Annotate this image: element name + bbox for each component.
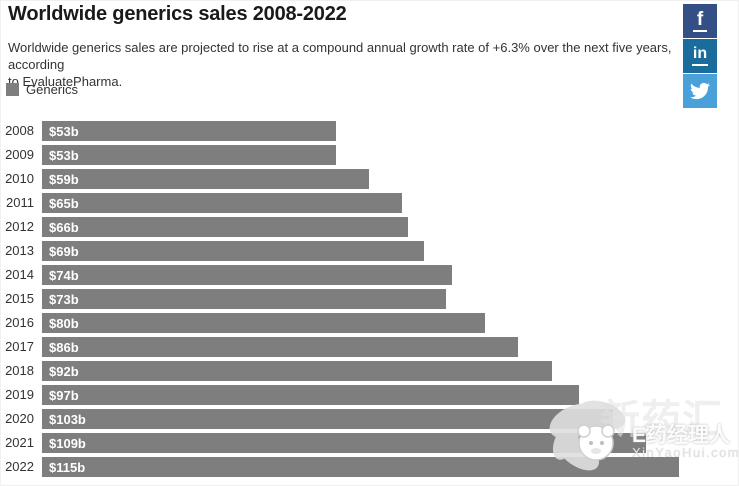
year-label: 2019 [5, 387, 34, 402]
year-label: 2015 [5, 291, 34, 306]
bar-value-label: $80b [49, 315, 79, 331]
bar-area: $80b [42, 313, 738, 333]
year-label: 2011 [6, 195, 34, 210]
bar-value-label: $53b [49, 147, 79, 163]
bar-value-label: $59b [49, 171, 79, 187]
chart-subtitle-line-2: to EvaluatePharma. [8, 74, 123, 89]
bar: $115b [42, 457, 680, 477]
chart-subtitle: Worldwide generics sales are projected t… [8, 39, 698, 90]
bar-value-label: $66b [49, 219, 79, 235]
bar-row: 2014 $74b [1, 263, 738, 287]
legend-item-generics[interactable]: Generics [6, 82, 78, 97]
bar: $80b [42, 313, 486, 333]
bar-area: $65b [42, 193, 738, 213]
year-label: 2013 [5, 243, 34, 258]
year-label: 2009 [5, 147, 34, 162]
facebook-icon: f [692, 10, 708, 32]
bar-row: 2021 $109b [1, 431, 738, 455]
bar-row: 2008 $53b [1, 119, 738, 143]
year-label: 2022 [5, 459, 34, 474]
bar-row: 2016 $80b [1, 311, 738, 335]
linkedin-icon: in [691, 46, 709, 66]
bar-area: $59b [42, 169, 738, 189]
bar-row: 2018 $92b [1, 359, 738, 383]
bar-value-label: $86b [49, 339, 79, 355]
bar: $65b [42, 193, 403, 213]
bar-area: $66b [42, 217, 738, 237]
bar: $69b [42, 241, 425, 261]
bar-value-label: $97b [49, 387, 79, 403]
bar: $92b [42, 361, 552, 381]
bar-row: 2019 $97b [1, 383, 738, 407]
bar-area: $92b [42, 361, 738, 381]
chart-title: Worldwide generics sales 2008-2022 [8, 3, 347, 25]
bar-value-label: $69b [49, 243, 79, 259]
year-label: 2016 [5, 315, 34, 330]
bar-row: 2015 $73b [1, 287, 738, 311]
bar: $86b [42, 337, 519, 357]
chart-subtitle-line-1: Worldwide generics sales are projected t… [8, 40, 672, 72]
year-label: 2017 [5, 339, 34, 354]
bar: $53b [42, 121, 336, 141]
bar-value-label: $65b [49, 195, 79, 211]
year-label: 2021 [5, 435, 34, 450]
bar-value-label: $92b [49, 363, 79, 379]
legend-swatch [6, 83, 19, 96]
bar: $103b [42, 409, 613, 429]
year-label: 2014 [5, 267, 34, 282]
bar-value-label: $103b [49, 411, 86, 427]
year-label: 2020 [5, 411, 34, 426]
bar: $59b [42, 169, 369, 189]
bar-row: 2009 $53b [1, 143, 738, 167]
bar: $97b [42, 385, 580, 405]
year-label: 2008 [5, 123, 34, 138]
bar-area: $115b [42, 457, 738, 477]
bar: $74b [42, 265, 452, 285]
bar-row: 2020 $103b [1, 407, 738, 431]
linkedin-share-button[interactable]: in [683, 39, 717, 73]
bar: $73b [42, 289, 447, 309]
bar-area: $97b [42, 385, 738, 405]
bar-row: 2022 $115b [1, 455, 738, 479]
facebook-share-button[interactable]: f [683, 4, 717, 38]
bar-area: $109b [42, 433, 738, 453]
social-share-bar: f in [683, 4, 717, 108]
bar-area: $103b [42, 409, 738, 429]
bar-value-label: $109b [49, 435, 86, 451]
bar-area: $53b [42, 145, 738, 165]
bar-row: 2013 $69b [1, 239, 738, 263]
bar-value-label: $115b [49, 459, 86, 475]
bar-value-label: $53b [49, 123, 79, 139]
bar-area: $86b [42, 337, 738, 357]
bar: $109b [42, 433, 646, 453]
legend-label: Generics [26, 82, 79, 97]
bar-area: $74b [42, 265, 738, 285]
bar-row: 2017 $86b [1, 335, 738, 359]
bar-chart-plot-area: 2008 $53b 2009 $53b 2010 $59b [1, 119, 738, 479]
year-label: 2010 [5, 171, 34, 186]
bar-value-label: $73b [49, 291, 79, 307]
bar-row: 2011 $65b [1, 191, 738, 215]
bar: $66b [42, 217, 408, 237]
bar-value-label: $74b [49, 267, 79, 283]
twitter-bird-icon [690, 82, 710, 100]
bar: $53b [42, 145, 336, 165]
bar-area: $53b [42, 121, 738, 141]
bar-row: 2010 $59b [1, 167, 738, 191]
bar-area: $73b [42, 289, 738, 309]
bar-area: $69b [42, 241, 738, 261]
twitter-share-button[interactable] [683, 74, 717, 108]
year-label: 2012 [5, 219, 34, 234]
bar-row: 2012 $66b [1, 215, 738, 239]
year-label: 2018 [5, 363, 34, 378]
